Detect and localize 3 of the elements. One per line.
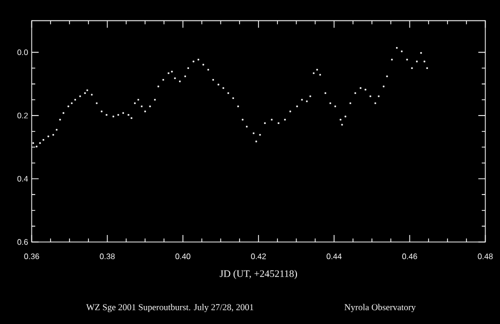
x-axis-title: JD (UT, +2452118) xyxy=(220,270,297,280)
text: Nyrola Observatory xyxy=(344,304,416,312)
text: WZ Sge 2001 Superoutburst. July 27/28, 2001 xyxy=(86,304,254,312)
